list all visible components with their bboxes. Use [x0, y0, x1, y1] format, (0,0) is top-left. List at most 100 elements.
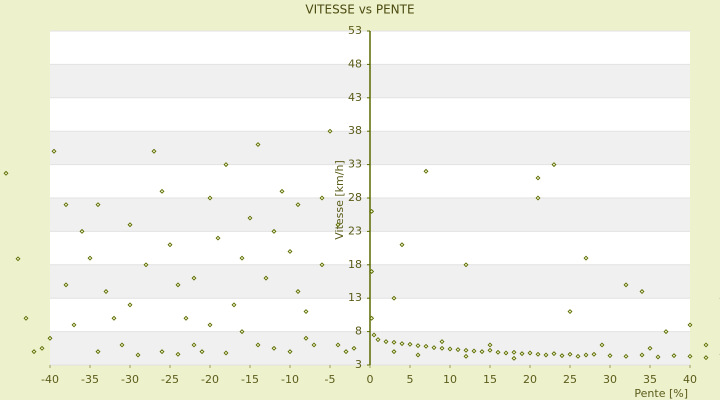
y-tick-label: 23: [348, 224, 362, 237]
point: [23, 315, 29, 321]
point: [319, 195, 325, 201]
point: [151, 148, 157, 154]
point: [639, 289, 645, 294]
point: [287, 248, 293, 254]
y-tick-label: 28: [348, 191, 362, 204]
point: [439, 345, 445, 351]
chart-title: VITESSE vs PENTE: [305, 3, 414, 17]
point: [231, 302, 237, 308]
point: [279, 188, 285, 194]
y-tick-label: 48: [348, 57, 362, 70]
point: [369, 269, 375, 274]
x-tick-label: 15: [483, 373, 497, 386]
y-tick-label: 18: [348, 258, 362, 271]
point: [369, 315, 375, 321]
point: [287, 349, 293, 355]
point: [535, 351, 541, 357]
point: [511, 355, 517, 361]
y-tick-label: 3: [355, 358, 362, 371]
point: [351, 345, 357, 351]
point: [103, 289, 109, 294]
y-tick-label: 33: [348, 158, 362, 171]
y-axis-label: Vitesse [km/h]: [333, 160, 346, 240]
point: [47, 335, 53, 341]
point: [415, 352, 421, 358]
x-tick-label: 5: [407, 373, 414, 386]
point: [543, 352, 549, 358]
point: [639, 352, 645, 358]
point: [71, 322, 77, 328]
point: [591, 351, 597, 357]
x-tick-label: 30: [603, 373, 617, 386]
point: [391, 339, 397, 345]
point: [455, 347, 461, 353]
point: [487, 342, 493, 348]
point: [167, 242, 173, 248]
point: [199, 349, 205, 355]
point: [295, 202, 301, 208]
point: [79, 228, 85, 234]
point: [239, 329, 245, 335]
point: [567, 351, 573, 357]
point: [423, 343, 429, 349]
point: [383, 339, 389, 345]
point: [551, 162, 557, 168]
point: [463, 353, 469, 359]
point: [175, 351, 181, 357]
point: [431, 345, 437, 351]
x-tick-label: -10: [281, 373, 299, 386]
point: [223, 162, 229, 168]
point: [215, 235, 221, 241]
point: [303, 309, 309, 315]
point: [407, 341, 413, 347]
point: [583, 352, 589, 358]
point: [471, 348, 477, 354]
point: [415, 343, 421, 349]
point: [255, 142, 261, 148]
point: [271, 345, 277, 351]
point: [175, 282, 181, 288]
point: [463, 262, 469, 268]
point: [319, 262, 325, 268]
point: [343, 349, 349, 355]
point: [247, 215, 253, 221]
point: [663, 329, 669, 335]
point: [567, 309, 573, 315]
point: [495, 349, 501, 355]
point: [503, 350, 509, 356]
point: [135, 352, 141, 358]
point: [703, 342, 709, 348]
point: [191, 275, 197, 281]
point: [519, 351, 525, 357]
x-tick-label: 10: [443, 373, 457, 386]
x-tick-label: -5: [325, 373, 336, 386]
point: [271, 228, 277, 234]
point: [599, 342, 605, 348]
point: [375, 337, 381, 343]
x-tick-label: -25: [161, 373, 179, 386]
point: [527, 350, 533, 356]
point: [127, 302, 133, 308]
point: [39, 345, 45, 351]
point: [687, 322, 693, 328]
point: [223, 350, 229, 356]
point: [87, 255, 93, 261]
x-tick-label: 0: [367, 373, 374, 386]
point: [3, 170, 9, 176]
point: [311, 342, 317, 348]
x-tick-label: -20: [201, 373, 219, 386]
y-tick-label: 13: [348, 291, 362, 304]
x-axis-label: Pente [%]: [634, 387, 688, 400]
point: [399, 341, 405, 347]
point: [95, 202, 101, 208]
x-tick-label: -15: [241, 373, 259, 386]
point: [623, 282, 629, 288]
point: [111, 315, 117, 321]
point: [159, 188, 165, 194]
point: [391, 295, 397, 301]
point: [399, 242, 405, 248]
point: [143, 262, 149, 268]
point: [191, 342, 197, 348]
point: [687, 353, 693, 359]
